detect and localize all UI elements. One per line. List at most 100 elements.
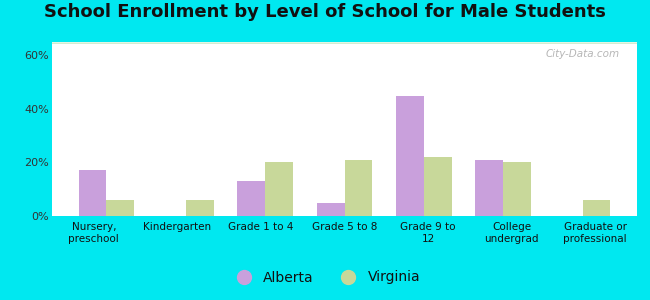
Text: City-Data.com: City-Data.com [545, 49, 619, 59]
Bar [52, 43, 637, 44]
Bar [52, 42, 637, 43]
Bar [52, 43, 637, 44]
Bar [317, 202, 345, 216]
Bar [52, 42, 637, 43]
Bar [52, 43, 637, 44]
Bar [52, 42, 637, 43]
Text: Grade 1 to 4: Grade 1 to 4 [228, 222, 294, 232]
Bar [52, 42, 637, 43]
Bar [52, 43, 637, 44]
Text: School Enrollment by Level of School for Male Students: School Enrollment by Level of School for… [44, 3, 606, 21]
Bar [52, 42, 637, 43]
Bar [52, 42, 637, 43]
Bar [52, 43, 637, 44]
Bar [52, 42, 637, 43]
Bar [52, 42, 637, 43]
Bar [52, 42, 637, 43]
Bar [52, 42, 637, 43]
Bar [52, 42, 637, 43]
Bar [52, 42, 637, 43]
Bar [52, 42, 637, 43]
Bar [52, 42, 637, 43]
Bar [424, 157, 452, 216]
Bar [52, 43, 637, 44]
Bar [52, 42, 637, 43]
Bar [52, 42, 637, 43]
Bar [52, 42, 637, 43]
Bar [186, 200, 214, 216]
Bar [52, 42, 637, 43]
Bar [52, 42, 637, 43]
Bar [52, 43, 637, 44]
Bar [52, 42, 637, 43]
Bar [52, 43, 637, 44]
Bar [52, 42, 637, 43]
Bar [52, 42, 637, 43]
Bar [52, 42, 637, 43]
Bar [52, 42, 637, 43]
Bar [52, 42, 637, 43]
Bar [52, 42, 637, 43]
Bar [52, 42, 637, 43]
Bar [52, 42, 637, 43]
Bar [52, 42, 637, 43]
Bar [52, 43, 637, 44]
Bar [52, 42, 637, 43]
Bar [52, 42, 637, 43]
Bar [52, 42, 637, 43]
Bar [52, 42, 637, 43]
Bar [79, 170, 107, 216]
Bar [52, 42, 637, 43]
Bar [52, 42, 637, 43]
Bar [52, 42, 637, 43]
Bar [237, 181, 265, 216]
Bar [52, 43, 637, 44]
Bar [52, 42, 637, 43]
Bar [52, 42, 637, 43]
Bar [52, 42, 637, 43]
Bar [52, 42, 637, 43]
Bar [52, 42, 637, 43]
Bar [52, 43, 637, 44]
Bar [52, 42, 637, 43]
Bar [52, 42, 637, 43]
Bar [52, 42, 637, 43]
Text: Kindergarten: Kindergarten [143, 222, 211, 232]
Bar [52, 42, 637, 43]
Bar [52, 42, 637, 43]
Bar [52, 42, 637, 43]
Bar [265, 163, 293, 216]
Bar [52, 42, 637, 43]
Text: Grade 5 to 8: Grade 5 to 8 [312, 222, 377, 232]
Bar [52, 42, 637, 43]
Bar [52, 42, 637, 43]
Bar [52, 42, 637, 43]
Bar [107, 200, 134, 216]
Bar [52, 43, 637, 44]
Bar [52, 42, 637, 43]
Bar [52, 42, 637, 43]
Text: Nursery,
preschool: Nursery, preschool [68, 222, 119, 244]
Bar [52, 43, 637, 44]
Bar [52, 43, 637, 44]
Bar [52, 42, 637, 43]
Bar [52, 43, 637, 44]
Bar [52, 42, 637, 43]
Bar [52, 42, 637, 43]
Bar [52, 42, 637, 43]
Bar [52, 43, 637, 44]
Bar [52, 42, 637, 43]
Bar [52, 42, 637, 43]
Bar [52, 42, 637, 43]
Bar [52, 42, 637, 43]
Bar [52, 42, 637, 43]
Bar [52, 42, 637, 43]
Bar [52, 42, 637, 43]
Bar [52, 42, 637, 43]
Bar [52, 42, 637, 43]
Bar [52, 42, 637, 43]
Bar [52, 42, 637, 43]
Bar [52, 42, 637, 43]
Text: College
undergrad: College undergrad [484, 222, 539, 244]
Bar [52, 42, 637, 43]
